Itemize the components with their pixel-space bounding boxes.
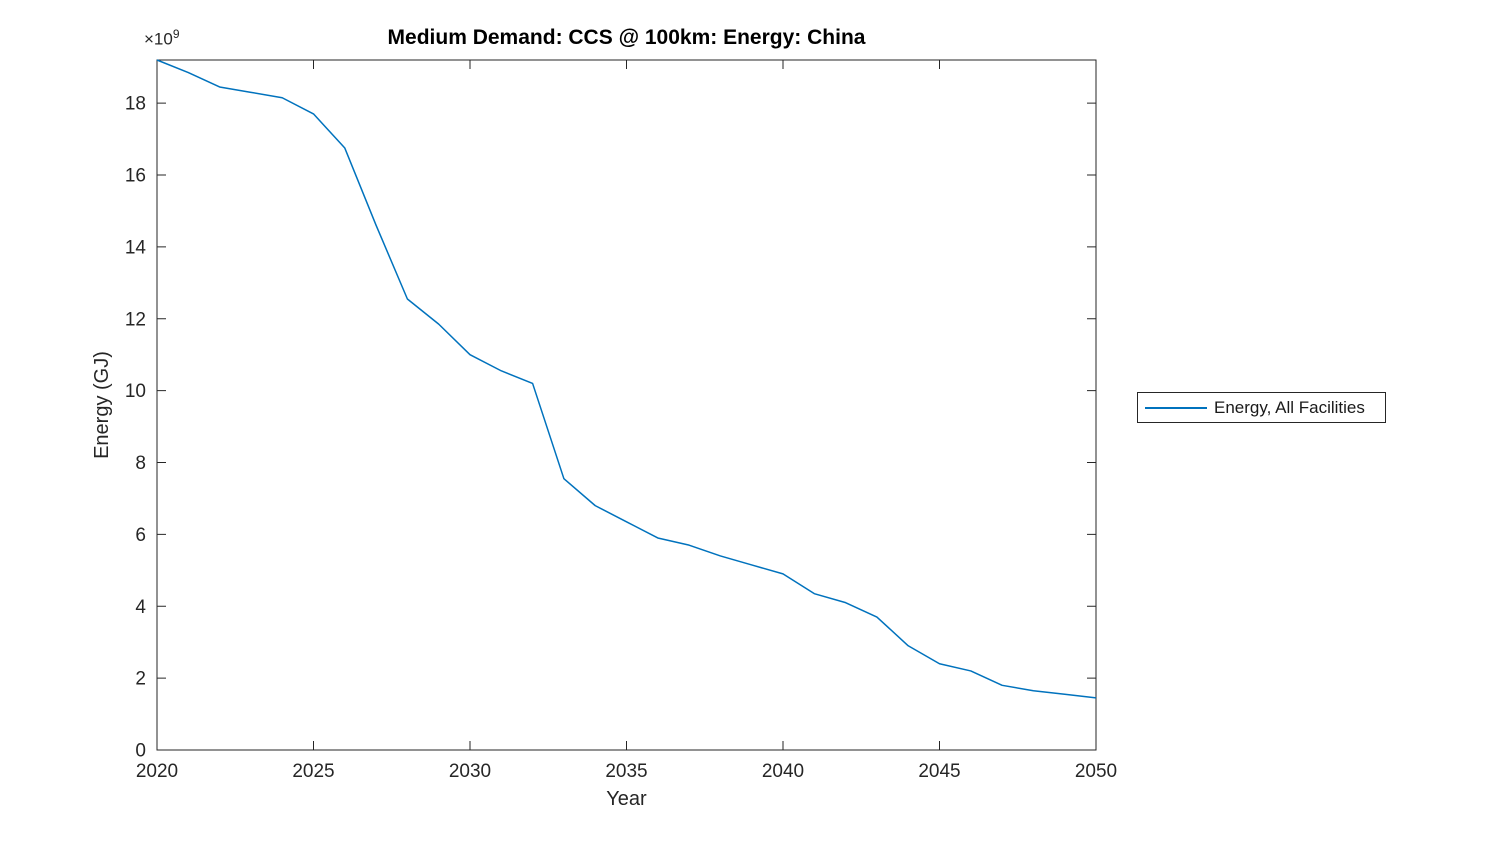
y-tick-label: 8 xyxy=(135,453,146,474)
series-line xyxy=(156,59,1097,699)
y-tick-label: 2 xyxy=(135,669,146,690)
y-tick-label: 18 xyxy=(125,94,146,115)
exponent-base: ×10 xyxy=(144,29,173,49)
y-tick-label: 10 xyxy=(125,381,146,402)
y-tick-label: 14 xyxy=(125,237,147,258)
y-axis-label: Energy (GJ) xyxy=(91,351,113,459)
y-tick-label: 12 xyxy=(125,309,146,330)
exponent-power: 9 xyxy=(172,27,180,41)
y-tick-label: 6 xyxy=(135,525,146,546)
x-tick-label: 2045 xyxy=(918,761,960,782)
chart-title: Medium Demand: CCS @ 100km: Energy: Chin… xyxy=(387,26,866,49)
x-tick-label: 2020 xyxy=(136,761,178,782)
y-tick-label: 0 xyxy=(135,741,146,762)
legend: Energy, All Facilities xyxy=(1137,392,1386,423)
y-axis-exponent: ×109 xyxy=(144,27,180,50)
axes-box xyxy=(156,59,1097,751)
y-tick-label: 16 xyxy=(125,166,146,187)
x-axis-label: Year xyxy=(606,788,647,810)
x-tick-label: 2035 xyxy=(605,761,647,782)
x-tick-label: 2025 xyxy=(292,761,334,782)
legend-label: Energy, All Facilities xyxy=(1214,397,1365,417)
legend-line-sample xyxy=(1145,406,1207,409)
x-tick-label: 2050 xyxy=(1075,761,1117,782)
x-tick-label: 2030 xyxy=(449,761,491,782)
y-tick-label: 4 xyxy=(135,597,146,618)
x-tick-label: 2040 xyxy=(762,761,804,782)
